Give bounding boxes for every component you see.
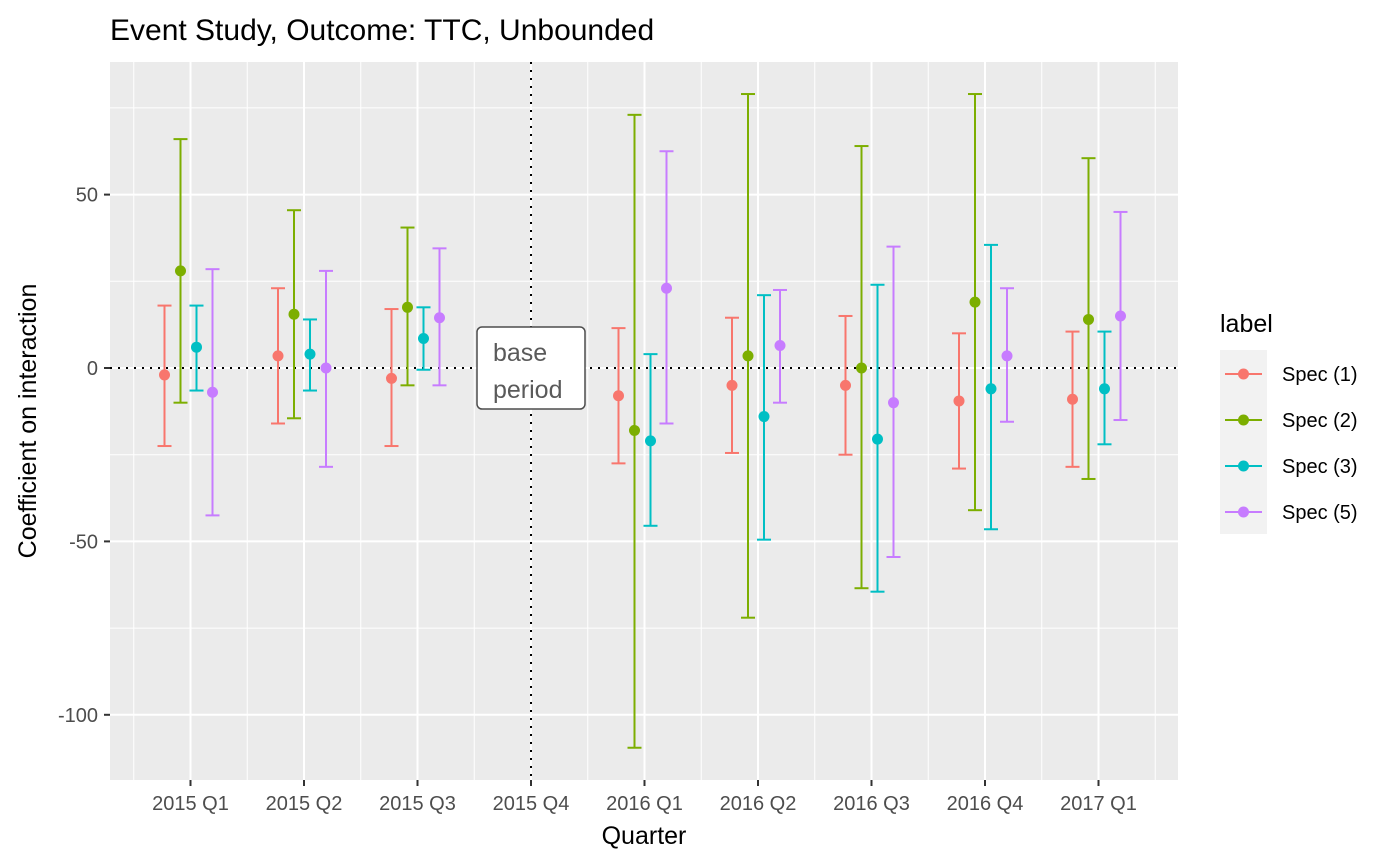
- x-tick-label: 2017 Q1: [1060, 793, 1137, 815]
- legend-item: Spec (3): [1225, 456, 1358, 478]
- point-estimate: [726, 379, 738, 391]
- x-tick-label: 2016 Q3: [833, 793, 910, 815]
- point-estimate: [288, 308, 300, 320]
- point-estimate: [1001, 350, 1013, 362]
- point-estimate: [840, 379, 851, 391]
- x-axis-label: Quarter: [602, 822, 687, 850]
- point-estimate: [434, 312, 445, 324]
- point-estimate: [418, 333, 429, 345]
- legend-label: Spec (5): [1282, 502, 1358, 524]
- point-estimate: [985, 383, 997, 395]
- point-estimate: [159, 369, 170, 381]
- y-tick-label: -50: [69, 531, 98, 553]
- legend-label: Spec (2): [1282, 410, 1358, 432]
- legend-key-point: [1238, 460, 1249, 472]
- y-tick-label: 50: [76, 185, 98, 207]
- annotation-box: [476, 326, 586, 410]
- point-estimate: [191, 341, 202, 353]
- legend-item: Spec (1): [1225, 364, 1358, 386]
- point-estimate: [774, 339, 786, 351]
- point-estimate: [645, 435, 656, 447]
- base-period-annotation: base period: [476, 326, 586, 410]
- legend-label: Spec (1): [1282, 364, 1358, 386]
- reference-lines: [110, 62, 1178, 780]
- series-spec-2: [173, 93, 1096, 749]
- legend-label: Spec (3): [1282, 456, 1358, 478]
- x-tick-label: 2015 Q1: [152, 793, 229, 815]
- series-spec-3: [189, 243, 1112, 593]
- point-estimate: [969, 296, 981, 308]
- error-bar-marks: [157, 93, 1128, 749]
- point-estimate: [304, 348, 316, 360]
- point-estimate: [856, 362, 867, 374]
- x-tick-label: 2016 Q4: [947, 793, 1024, 815]
- series-spec-5: [205, 150, 1128, 559]
- point-estimate: [613, 390, 624, 402]
- grid-major: [110, 62, 1178, 780]
- point-estimate: [1067, 393, 1078, 405]
- chart-title: Event Study, Outcome: TTC, Unbounded: [110, 14, 654, 47]
- legend-item: Spec (2): [1225, 410, 1358, 432]
- point-estimate: [742, 350, 754, 362]
- y-tick-label: -100: [58, 705, 98, 727]
- point-estimate: [758, 411, 770, 423]
- x-tick-label: 2015 Q2: [266, 793, 343, 815]
- point-estimate: [888, 397, 899, 409]
- x-tick-label: 2015 Q4: [493, 793, 570, 815]
- legend-key-point: [1238, 368, 1249, 380]
- x-tick-label: 2015 Q3: [379, 793, 456, 815]
- point-estimate: [320, 362, 332, 374]
- point-estimate: [272, 350, 284, 362]
- point-estimate: [402, 301, 413, 313]
- point-estimate: [207, 386, 218, 398]
- legend-item: Spec (5): [1225, 502, 1358, 524]
- point-estimate: [661, 282, 672, 294]
- point-estimate: [386, 372, 397, 384]
- legend-items: Spec (1) Spec (2) Spec (3) Spec (5): [1225, 364, 1358, 524]
- point-estimate: [953, 395, 965, 407]
- point-estimate: [1083, 313, 1094, 325]
- x-axis-ticks: 2015 Q1 2015 Q2 2015 Q3 2015 Q4 2016 Q1 2016 …: [152, 780, 1137, 815]
- y-tick-label: 0: [87, 358, 98, 380]
- annotation-text: base: [493, 339, 547, 367]
- legend-key-point: [1238, 506, 1249, 518]
- point-estimate: [1099, 383, 1110, 395]
- series-spec-1: [157, 287, 1080, 470]
- point-estimate: [1115, 310, 1126, 322]
- x-tick-label: 2016 Q2: [720, 793, 797, 815]
- legend-key-background: [1220, 350, 1267, 534]
- x-tick-label: 2016 Q1: [606, 793, 683, 815]
- y-axis-ticks: 50 0 -50 -100: [58, 185, 110, 727]
- point-estimate: [175, 265, 186, 277]
- annotation-text: period: [493, 376, 563, 404]
- y-axis-label: Coefficient on interaction: [14, 284, 42, 559]
- legend: label Spec (1) Spec (2) Spec (3) Spec (5): [1220, 310, 1358, 534]
- legend-title: label: [1220, 310, 1273, 338]
- point-estimate: [629, 424, 640, 436]
- point-estimate: [872, 433, 883, 445]
- legend-key-point: [1238, 414, 1249, 426]
